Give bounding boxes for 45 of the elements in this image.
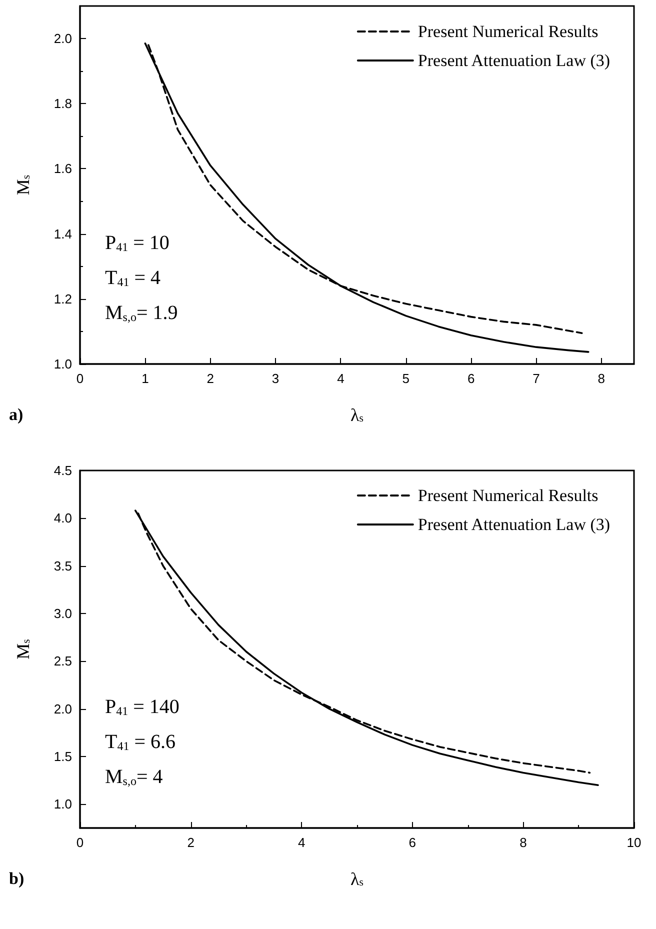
x-tick-label: 0 (76, 371, 84, 386)
y-tick-label: 1.4 (54, 226, 72, 242)
y-tick-label: 2.0 (54, 31, 72, 46)
annotation: Ms,o= 1.9 (105, 302, 178, 324)
legend-label: Present Numerical Results (418, 486, 598, 505)
x-tick-label: 8 (520, 835, 527, 850)
y-tick-label: 1.5 (54, 749, 72, 764)
y-tick-label: 4.0 (54, 510, 72, 526)
annotation: T41 = 6.6 (105, 731, 176, 753)
y-tick-label: 2.5 (54, 654, 72, 669)
x-tick-label: 7 (532, 371, 540, 386)
x-tick-label: 1 (142, 371, 149, 386)
y-tick-label: 3.5 (54, 558, 72, 574)
legend-label: Present Attenuation Law (3) (418, 51, 610, 70)
x-tick-label: 2 (187, 835, 194, 850)
legend-label: Present Numerical Results (418, 22, 598, 41)
x-tick-label: 5 (402, 371, 410, 386)
y-tick-label: 1.2 (54, 291, 72, 306)
x-tick-label: 2 (206, 371, 214, 386)
annotation: T41 = 4 (105, 267, 160, 289)
x-tick-label: 4 (298, 835, 306, 850)
x-axis-title: λs (350, 869, 364, 889)
x-axis-title: λs (350, 405, 364, 425)
annotation: Ms,o= 4 (105, 766, 163, 788)
x-tick-label: 4 (337, 371, 344, 386)
x-tick-label: 3 (272, 371, 280, 386)
y-tick-label: 1.8 (54, 96, 72, 112)
annotation: P41 = 10 (105, 232, 170, 254)
x-tick-label: 8 (598, 371, 606, 386)
y-axis-title: Ms (13, 174, 33, 196)
y-tick-label: 4.5 (54, 463, 72, 478)
y-tick-label: 1.6 (54, 161, 72, 176)
y-tick-label: 1.0 (54, 796, 72, 812)
annotation: P41 = 140 (105, 696, 180, 718)
y-tick-label: 2.0 (54, 701, 72, 716)
text: b) (9, 869, 24, 888)
x-tick-label: 6 (408, 835, 416, 850)
y-tick-label: 1.0 (54, 356, 72, 372)
legend-label: Present Attenuation Law (3) (418, 515, 610, 534)
y-tick-label: 3.0 (54, 606, 72, 621)
text: a) (9, 405, 24, 424)
x-tick-label: 6 (467, 371, 475, 386)
y-axis-title: Ms (13, 639, 33, 660)
x-tick-label: 0 (76, 835, 84, 850)
x-tick-label: 10 (626, 835, 642, 850)
